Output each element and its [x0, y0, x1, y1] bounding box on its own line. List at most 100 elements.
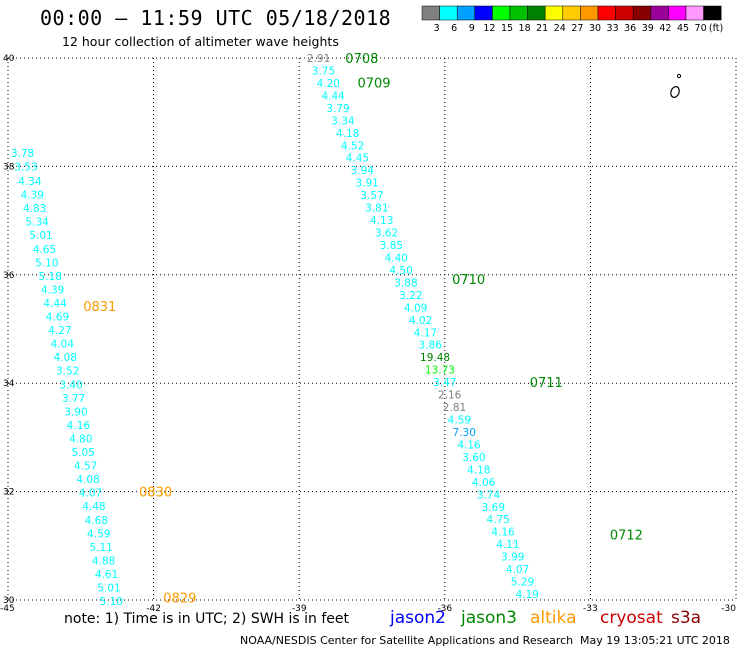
swh-value: 5.10	[100, 596, 123, 608]
swh-value: 4.08	[54, 352, 77, 364]
color-legend: 3 6 9 12 15 18 21 24 27 30 33 36 39 42 45 70 (ft)	[421, 5, 723, 34]
swh-value: 4.50	[389, 265, 412, 277]
swh-value: 5.29	[511, 577, 534, 589]
legend-swatch-label: 18	[519, 23, 531, 34]
legend-swatch-label: 33	[607, 23, 619, 34]
swh-value: 3.52	[56, 366, 79, 378]
pass-time-label: 0709	[357, 76, 390, 91]
swh-value: 4.02	[409, 315, 432, 327]
swh-value: 4.44	[43, 298, 67, 310]
swh-value: 7.30	[453, 427, 476, 439]
swh-value: 5.01	[97, 583, 120, 595]
swh-value: 4.07	[79, 488, 102, 500]
legend-swatch-label: 27	[571, 23, 583, 34]
legend-swatch	[474, 5, 493, 21]
legend-swatch	[492, 5, 511, 21]
swh-value: 4.18	[336, 128, 359, 140]
x-tick-label: -36	[437, 604, 452, 614]
grid	[7, 57, 737, 601]
swh-value: 4.09	[404, 302, 427, 314]
swh-value: 4.16	[491, 527, 515, 539]
pass-time-label: 0710	[452, 273, 485, 288]
y-tick-label: 36	[3, 271, 15, 281]
island-outline	[670, 86, 680, 98]
pass-time-label: 0712	[610, 528, 643, 543]
swh-value: 4.68	[85, 515, 108, 527]
legend-swatch-label: 36	[624, 23, 636, 34]
y-tick-label: 30	[3, 596, 15, 606]
swh-value: 4.52	[341, 140, 364, 152]
satellite-name-s3a: s3a	[671, 608, 702, 628]
swh-value: 4.17	[414, 327, 437, 339]
axis-ticks: -45 -42 -39 -36 -33 -30 30 32 34 36 38 40	[0, 54, 736, 614]
legend-swatch-label: 15	[501, 23, 513, 34]
swh-value: 3.88	[394, 277, 417, 289]
swh-value: 4.48	[82, 501, 105, 513]
swh-value: 3.85	[380, 240, 403, 252]
swh-value: 3.81	[365, 203, 388, 215]
y-tick-label: 32	[3, 488, 14, 498]
x-tick-label: -39	[292, 604, 307, 614]
legend-swatch	[685, 5, 704, 21]
swh-value: 4.44	[321, 90, 345, 102]
footnote: note: 1) Time is in UTC; 2) SWH is in fe…	[64, 611, 350, 627]
chart-title: 00:00 – 11:59 UTC 05/18/2018	[40, 6, 392, 30]
legend-swatch-label: 21	[536, 23, 548, 34]
swh-value: 3.34	[331, 115, 355, 127]
swh-value: 4.20	[317, 78, 340, 90]
swh-value: 5.05	[72, 447, 95, 459]
legend-swatch	[615, 5, 634, 21]
swh-value: 13.73	[425, 365, 455, 377]
x-tick-label: -30	[721, 604, 736, 614]
pass-time-label: 0711	[530, 376, 563, 391]
satellite-name-altika: altika	[530, 608, 577, 628]
island-dot	[676, 73, 682, 79]
legend-swatch-label: 9	[469, 23, 475, 34]
swh-value: 4.83	[23, 203, 46, 215]
swh-value: 3.47	[433, 377, 456, 389]
legend-swatch-label: 42	[659, 23, 671, 34]
swh-value: 3.60	[462, 452, 485, 464]
swh-value: 4.06	[472, 477, 496, 489]
legend-unit-label: (ft)	[709, 23, 723, 34]
legend-swatch	[509, 5, 528, 21]
swh-value: 3.91	[355, 178, 378, 190]
swh-value: 5.10	[35, 257, 58, 269]
swh-value: 19.48	[420, 352, 450, 364]
swh-value: 2.81	[443, 402, 466, 414]
swh-value: 4.65	[33, 244, 56, 256]
swh-value: 5.34	[25, 217, 49, 229]
swh-value: 4.16	[67, 420, 91, 432]
legend-swatch	[650, 5, 669, 21]
swh-value: 4.59	[87, 528, 110, 540]
swh-value: 2.91	[307, 53, 330, 65]
y-tick-label: 34	[3, 379, 15, 389]
swh-value: 4.27	[48, 325, 71, 337]
swh-value: 5.18	[39, 271, 62, 283]
swh-value: 3.77	[62, 393, 85, 405]
legend-swatch	[544, 5, 564, 21]
swh-value: 4.08	[76, 474, 99, 486]
y-tick-label: 40	[3, 54, 15, 64]
swh-value: 2.16	[438, 390, 462, 402]
legend-swatch-label: 12	[483, 23, 495, 34]
swh-value: 4.75	[486, 514, 509, 526]
legend-swatch	[421, 5, 440, 21]
generated-timestamp: May 19 13:05:21 UTC 2018	[580, 634, 730, 647]
legend-swatch-label: 70	[695, 23, 707, 34]
swh-value: 4.34	[18, 176, 42, 188]
legend-swatch-label: 24	[554, 23, 566, 34]
swh-value: 4.39	[41, 284, 64, 296]
legend-swatch	[562, 5, 581, 21]
swh-value: 3.69	[482, 502, 505, 514]
swh-value: 4.07	[506, 564, 529, 576]
legend-swatch-label: 30	[589, 23, 601, 34]
chart-subtitle: 12 hour collection of altimeter wave hei…	[62, 34, 339, 49]
swh-value: 4.57	[74, 461, 97, 473]
pass-time-label: 0830	[139, 486, 172, 501]
swh-value: 4.59	[448, 415, 471, 427]
legend-swatch	[527, 5, 546, 21]
swh-value: 4.69	[46, 312, 69, 324]
